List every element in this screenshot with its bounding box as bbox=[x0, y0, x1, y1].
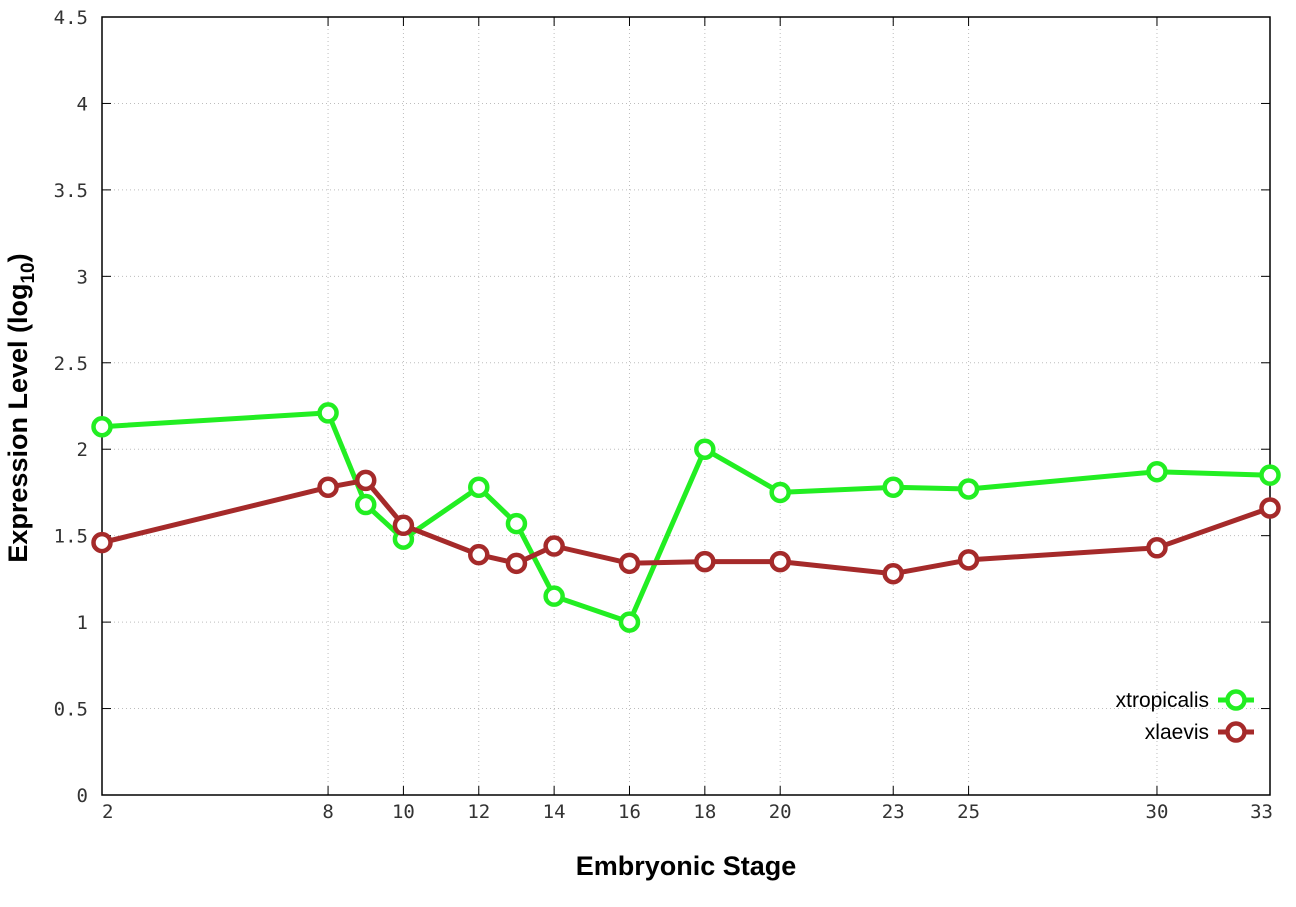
x-tick-label: 33 bbox=[1250, 801, 1273, 823]
data-point-xlaevis bbox=[505, 552, 528, 575]
y-tick-label: 1 bbox=[77, 612, 88, 634]
legend-label-xtropicalis: xtropicalis bbox=[1116, 689, 1209, 712]
x-axis-title: Embryonic Stage bbox=[576, 851, 797, 881]
y-tick-label: 3.5 bbox=[54, 180, 88, 202]
series-layer bbox=[91, 402, 1281, 633]
data-point-xlaevis bbox=[769, 550, 791, 573]
y-tick-label: 4 bbox=[77, 93, 88, 115]
data-point-xlaevis bbox=[317, 476, 339, 499]
data-point-xtropicalis bbox=[1259, 464, 1281, 486]
legend-label-xlaevis: xlaevis bbox=[1145, 721, 1209, 744]
data-point-xlaevis bbox=[694, 550, 716, 573]
data-point-xlaevis bbox=[1259, 497, 1281, 519]
y-axis-title-main: Expression Level (log bbox=[3, 284, 33, 563]
legend-marker-xtropicalis bbox=[1225, 689, 1247, 711]
data-point-xlaevis bbox=[468, 543, 490, 566]
x-tick-label: 25 bbox=[957, 801, 980, 823]
x-tick-label: 23 bbox=[882, 801, 905, 823]
x-tick-label: 12 bbox=[467, 801, 490, 823]
data-point-xtropicalis bbox=[882, 476, 904, 499]
y-axis-title-subscript: 10 bbox=[18, 262, 39, 283]
x-tick-label: 18 bbox=[693, 801, 716, 823]
data-point-xtropicalis bbox=[769, 481, 791, 504]
data-point-xtropicalis bbox=[694, 438, 716, 460]
y-tick-label: 2 bbox=[77, 439, 88, 461]
series-line-xtropicalis bbox=[99, 410, 1273, 625]
y-tick-label: 0.5 bbox=[54, 699, 88, 721]
data-point-xtropicalis bbox=[505, 512, 528, 535]
data-point-xtropicalis bbox=[618, 611, 641, 633]
x-tick-label: 8 bbox=[322, 801, 333, 823]
data-point-xlaevis bbox=[882, 562, 904, 585]
data-point-xlaevis bbox=[91, 531, 113, 554]
grid-lines bbox=[102, 17, 1270, 795]
x-tick-label: 20 bbox=[769, 801, 792, 823]
y-axis-title: Expression Level (log10) bbox=[3, 253, 39, 562]
data-point-xlaevis bbox=[354, 469, 377, 492]
data-point-xlaevis bbox=[957, 549, 980, 571]
y-tick-label: 1.5 bbox=[54, 526, 88, 548]
plot-frame bbox=[101, 16, 1271, 796]
data-point-xtropicalis bbox=[354, 493, 377, 516]
data-point-xtropicalis bbox=[543, 585, 565, 607]
legend: xtropicalis xlaevis bbox=[1116, 689, 1254, 744]
data-point-xlaevis bbox=[618, 552, 641, 575]
y-tick-label: 0 bbox=[77, 785, 88, 807]
data-point-xtropicalis bbox=[957, 478, 980, 500]
y-axis-title-suffix: ) bbox=[3, 253, 33, 262]
x-tick-label: 14 bbox=[543, 801, 566, 823]
x-tick-label: 30 bbox=[1146, 801, 1169, 823]
data-point-xlaevis bbox=[543, 535, 565, 557]
x-tick-label: 2 bbox=[102, 801, 113, 823]
data-point-xtropicalis bbox=[91, 415, 113, 438]
axis-ticks: 0 0.5 1 1.5 2 2.5 3 3.5 4 4.5 2 8 10 12 14 16 18 20 23 25 30… bbox=[54, 7, 1273, 823]
data-point-xtropicalis bbox=[468, 476, 490, 499]
data-point-xlaevis bbox=[1146, 537, 1168, 559]
x-tick-label: 10 bbox=[392, 801, 415, 823]
data-point-xtropicalis bbox=[1146, 460, 1168, 483]
data-point-xlaevis bbox=[392, 514, 415, 537]
legend-marker-xlaevis bbox=[1225, 721, 1247, 743]
x-tick-label: 16 bbox=[618, 801, 641, 823]
y-tick-label: 2.5 bbox=[54, 353, 88, 375]
y-tick-label: 3 bbox=[77, 266, 88, 288]
data-point-xtropicalis bbox=[317, 402, 339, 424]
y-tick-label: 4.5 bbox=[54, 7, 88, 29]
